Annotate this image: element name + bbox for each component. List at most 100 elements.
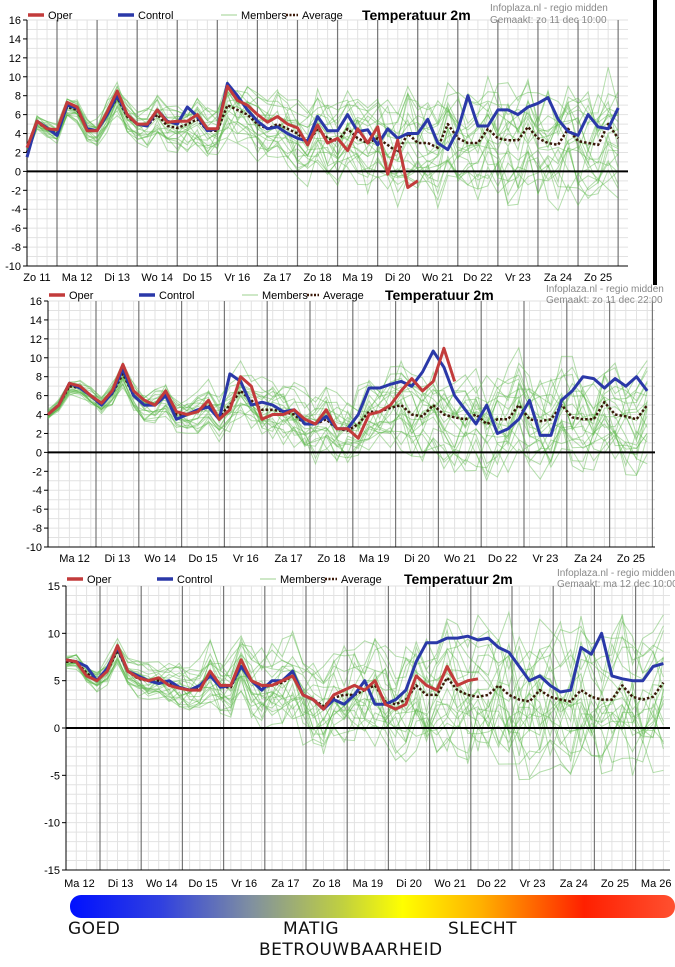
member-line (47, 372, 648, 455)
x-tick-label: Di 13 (108, 878, 134, 890)
member-line (26, 91, 619, 164)
legend-label: Average (341, 574, 382, 586)
legend-item-members: Members (221, 10, 287, 22)
member-line (47, 375, 648, 456)
member-line (47, 377, 648, 471)
reliability-medium-label: MATIG (283, 919, 340, 939)
member-line (47, 346, 648, 412)
x-tick-label: Zo 11 (23, 272, 50, 284)
y-tick-label: 6 (15, 110, 21, 122)
member-line (26, 85, 619, 151)
x-tick-label: Di 20 (404, 553, 430, 565)
x-tick-label: Ma 19 (359, 553, 390, 565)
member-line (47, 368, 648, 437)
chart-title: Temperatuur 2m (404, 571, 513, 587)
x-tick-label: Vr 23 (532, 553, 558, 565)
member-line (65, 662, 664, 775)
x-tick-label: Do 22 (488, 553, 517, 565)
x-tick-label: Ma 12 (64, 878, 95, 890)
oper-line (47, 346, 457, 440)
y-tick-label: -15 (44, 865, 60, 877)
legend-label: Oper (48, 10, 73, 22)
member-line (26, 74, 619, 149)
x-tick-label: Za 24 (544, 272, 572, 284)
legend-item-average: Average (307, 290, 364, 302)
x-tick-label: Di 13 (104, 272, 130, 284)
y-tick-label: 0 (54, 723, 60, 735)
legend-item-oper: Oper (67, 574, 112, 586)
x-tick-label: Za 17 (275, 553, 303, 565)
y-tick-label: -8 (11, 242, 21, 254)
member-line (47, 376, 648, 447)
reliability-color-bar (70, 895, 675, 918)
oper-line (25, 84, 419, 189)
y-tick-label: 0 (36, 447, 42, 459)
y-tick-label: 2 (15, 147, 21, 159)
chart-title: Temperatuur 2m (362, 7, 471, 23)
y-tick-label: 2 (36, 428, 42, 440)
member-line (65, 614, 664, 685)
member-line (26, 100, 619, 200)
x-tick-label: Zo 18 (317, 553, 345, 565)
x-tick-label: Zo 18 (303, 272, 331, 284)
y-tick-label: -4 (11, 204, 21, 216)
y-tick-label: -2 (11, 185, 21, 197)
chart-1: -10 -8 -6 -4 -2 0 2 4 6 8 10 12 14 16 Zo 11 Ma 12 Di 13 W… (0, 0, 653, 285)
y-tick-label: 12 (30, 334, 42, 346)
legend-label: Average (302, 10, 343, 22)
y-tick-label: 15 (48, 581, 60, 593)
source-label: Infoplaza.nl - regio midden (490, 3, 608, 14)
legend-label: Members (280, 574, 326, 586)
legend-label: Control (159, 290, 194, 302)
legend-item-oper: Oper (28, 10, 73, 22)
x-tick-label: Za 24 (574, 553, 602, 565)
member-line (26, 109, 619, 202)
x-tick-label: Zo 18 (313, 878, 341, 890)
legend-label: Average (323, 290, 364, 302)
y-tick-label: 0 (15, 166, 21, 178)
member-line (26, 67, 619, 147)
legend-item-members: Members (260, 574, 326, 586)
member-line (65, 648, 664, 739)
x-tick-label: Vr 23 (520, 878, 546, 890)
y-tick-label: 10 (48, 628, 60, 640)
member-line (26, 106, 619, 210)
x-tick-label: Za 24 (560, 878, 588, 890)
y-tick-label: 4 (36, 410, 42, 422)
member-line (65, 645, 664, 744)
chart-3: -15 -10 -5 0 5 10 15 Ma 12 Di 13 Wo 14 Do 15 Vr 16 Z… (0, 568, 675, 893)
legend-label: Control (138, 10, 173, 22)
legend-item-control: Control (139, 290, 194, 302)
x-tick-label: Zo 25 (617, 553, 645, 565)
member-line (26, 104, 619, 191)
member-line (47, 386, 648, 482)
y-tick-label: 16 (30, 296, 42, 308)
member-line (65, 654, 664, 754)
y-tick-label: -6 (11, 223, 21, 235)
legend-item-average: Average (325, 574, 382, 586)
legend-item-average: Average (286, 10, 343, 22)
y-tick-label: 6 (36, 391, 42, 403)
x-tick-label: Ma 12 (62, 272, 93, 284)
x-tick-label: Vr 16 (233, 553, 259, 565)
member-line (26, 98, 619, 181)
member-line (65, 614, 664, 679)
legend-item-control: Control (157, 574, 212, 586)
legend-item-oper: Oper (49, 290, 94, 302)
member-line (65, 656, 664, 776)
panel-border (653, 0, 657, 285)
member-line (47, 377, 648, 476)
member-line (65, 657, 664, 743)
made-timestamp: Gemaakt: zo 11 dec 22:00 (546, 295, 663, 306)
made-timestamp: Gemaakt: zo 11 dec 10:00 (490, 15, 607, 26)
x-tick-label: Wo 14 (146, 878, 178, 890)
reliability-good-label: GOED (68, 919, 121, 939)
x-tick-label: Zo 25 (601, 878, 629, 890)
member-line (26, 93, 619, 166)
y-tick-label: 8 (36, 372, 42, 384)
member-line (47, 382, 648, 481)
legend-label: Oper (69, 290, 94, 302)
y-tick-label: -2 (32, 466, 42, 478)
made-timestamp: Gemaakt: ma 12 dec 10:00 (557, 579, 675, 590)
member-line (65, 647, 664, 739)
